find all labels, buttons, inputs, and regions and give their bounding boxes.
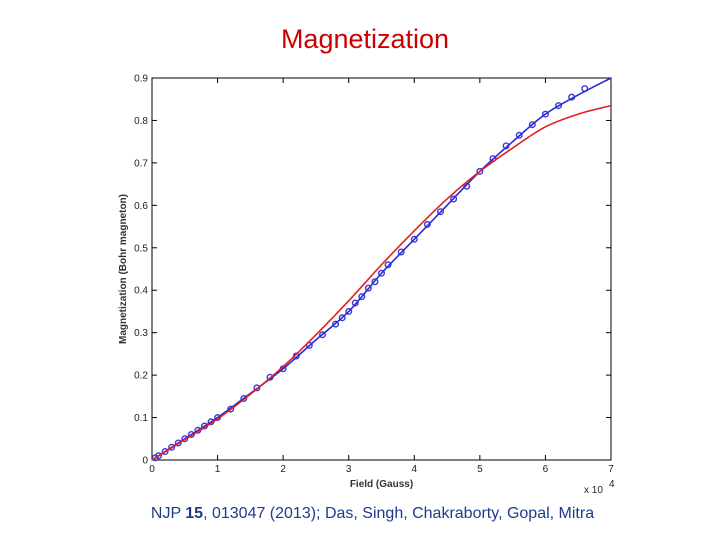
y-tick-label: 0.4 [134,286,148,297]
data-point [227,405,235,413]
data-point [397,248,405,256]
y-tick-label: 0.6 [134,201,148,212]
data-point [168,443,176,451]
data-point [541,110,549,118]
data-point [463,182,471,190]
y-tick-label: 0.5 [134,243,148,254]
data-point [318,331,326,339]
x-axis-label: Field (Gauss) [350,479,413,490]
x-tick-label: 3 [346,464,352,475]
data-point [240,394,248,402]
data-point [410,235,418,243]
y-tick-label: 0.1 [134,413,148,424]
data-point [555,102,563,110]
data-point [364,284,372,292]
data-point [345,307,353,315]
y-tick-label: 0.7 [134,158,148,169]
y-tick-label: 0.3 [134,328,148,339]
data-point [155,452,163,460]
data-point [423,220,431,228]
series-line-2 [151,104,612,461]
x-tick-label: 4 [412,464,418,475]
data-point [450,195,458,203]
citation-prefix: NJP [150,505,186,522]
y-tick-label: 0.2 [134,371,148,382]
data-point [161,448,169,456]
x-tick-label: 0 [149,464,155,475]
data-point [338,314,346,322]
x-tick-label: 7 [608,464,614,475]
data-point [476,167,484,175]
data-point [378,269,386,277]
data-point [174,439,182,447]
plot-frame [151,77,612,461]
x-multiplier-label: x 10 [584,485,603,496]
series-line-1 [151,77,612,461]
data-point [332,320,340,328]
y-axis-label: Magnetization (Bohr magneton) [118,194,129,344]
data-point [351,299,359,307]
slide-title: Magnetization [280,24,450,54]
data-point [528,121,536,129]
data-point [305,341,313,349]
plot-area: 0 1 2 3 4 5 6 7 0 0.1 0.2 0.3 0.4 0.5 0.6 0.7 0.8 0.9 Fiel… [118,74,615,497]
x-tick-label: 6 [543,464,549,475]
data-point [371,278,379,286]
x-tick-label: 2 [280,464,286,475]
data-point [253,384,261,392]
y-tick-label: 0.8 [134,116,148,127]
citation-suffix: , 013047 (2013); Das, Singh, Chakraborty… [203,505,595,522]
data-point [515,131,523,139]
data-point [358,293,366,301]
data-point [384,261,392,269]
citation: NJP 15, 013047 (2013); Das, Singh, Chakr… [0,505,720,523]
y-tick-label: 0.9 [134,74,148,85]
x-multiplier-exponent: 4 [609,479,615,490]
x-tick-label: 5 [477,464,483,475]
citation-volume: 15 [185,505,204,522]
data-point [437,208,445,216]
y-tick-label: 0 [142,456,148,467]
x-tick-label: 1 [215,464,221,475]
